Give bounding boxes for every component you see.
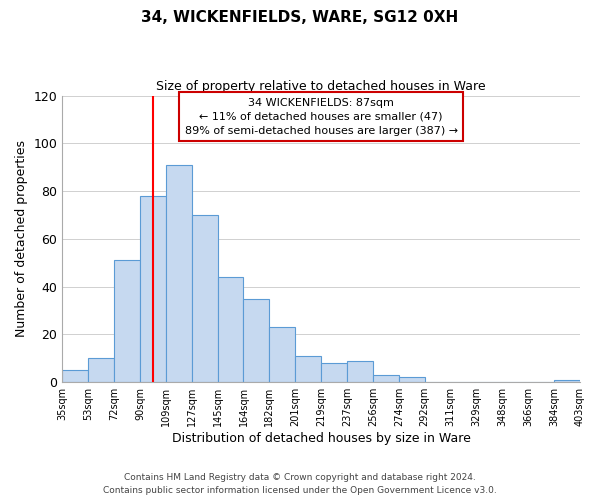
Bar: [62, 370, 88, 382]
Bar: [218, 277, 244, 382]
Bar: [192, 215, 218, 382]
Text: Contains HM Land Registry data © Crown copyright and database right 2024.
Contai: Contains HM Land Registry data © Crown c…: [103, 474, 497, 495]
Y-axis label: Number of detached properties: Number of detached properties: [15, 140, 28, 338]
Bar: [321, 363, 347, 382]
Title: Size of property relative to detached houses in Ware: Size of property relative to detached ho…: [157, 80, 486, 93]
Bar: [244, 298, 269, 382]
X-axis label: Distribution of detached houses by size in Ware: Distribution of detached houses by size …: [172, 432, 470, 445]
Bar: [269, 328, 295, 382]
Bar: [140, 196, 166, 382]
Bar: [166, 165, 192, 382]
Bar: [295, 356, 321, 382]
Bar: [347, 360, 373, 382]
Bar: [399, 378, 425, 382]
Bar: [88, 358, 114, 382]
Text: 34, WICKENFIELDS, WARE, SG12 0XH: 34, WICKENFIELDS, WARE, SG12 0XH: [142, 10, 458, 25]
Text: 34 WICKENFIELDS: 87sqm
← 11% of detached houses are smaller (47)
89% of semi-det: 34 WICKENFIELDS: 87sqm ← 11% of detached…: [185, 98, 458, 136]
Bar: [554, 380, 580, 382]
Bar: [114, 260, 140, 382]
Bar: [373, 375, 399, 382]
